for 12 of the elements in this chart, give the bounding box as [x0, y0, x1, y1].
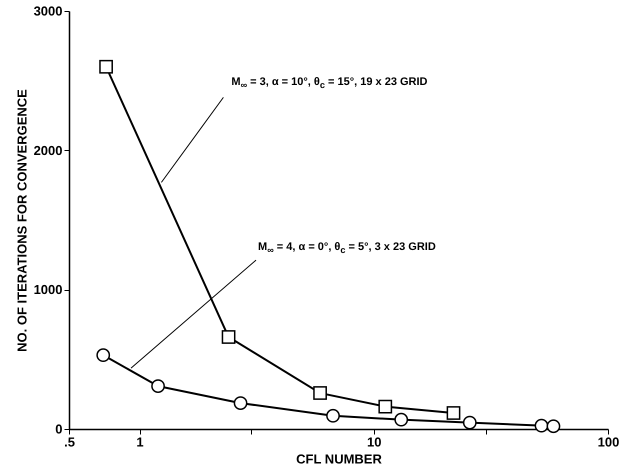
y-tick-label: 0	[55, 422, 62, 436]
annotation: M$_{∞}$ = 3, α = 10°, θ$_{c}$ = 15°, 19 x 23 GRID	[231, 75, 428, 93]
y-axis-title: NO. OF ITERATIONS FOR CONVERGENCE	[14, 88, 30, 352]
x-tick-label: .5	[64, 434, 75, 450]
y-tick-label: 2000	[34, 142, 62, 158]
x-axis-title: CFL NUMBER	[296, 452, 382, 466]
y-tick-label: 1000	[34, 282, 62, 298]
x-tick-label: 10	[367, 434, 382, 450]
annotation: M$_{∞}$ = 4, α = 0°, θ$_{c}$ = 5°, 3 x 23 GRID	[258, 240, 436, 258]
x-tick-label: 1	[136, 434, 144, 450]
y-tick-label: 3000	[34, 4, 62, 18]
x-tick-label: 100	[598, 434, 620, 450]
